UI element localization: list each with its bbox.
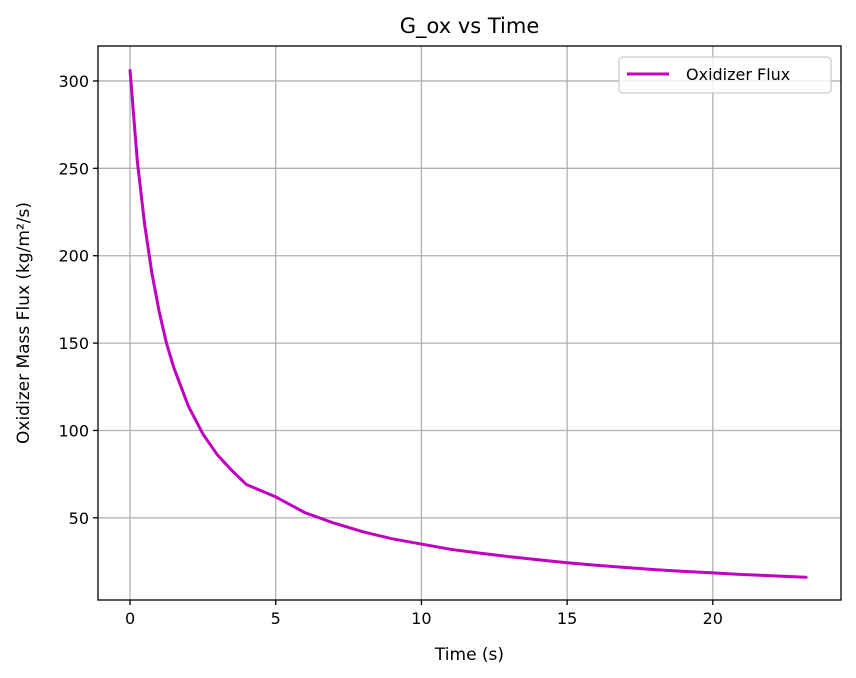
x-tick-label: 20 — [703, 609, 723, 628]
tick-layer: 0 5 10 15 20 50 100 150 200 250 300 — [58, 72, 723, 628]
y-tick-label: 50 — [69, 509, 89, 528]
legend-label-oxidizer-flux: Oxidizer Flux — [686, 65, 790, 84]
y-tick-label: 150 — [58, 334, 89, 353]
y-tick-label: 250 — [58, 159, 89, 178]
x-axis-label: Time (s) — [434, 645, 504, 665]
x-tick-label: 10 — [411, 609, 431, 628]
legend: Oxidizer Flux — [618, 56, 832, 94]
y-tick-label: 300 — [58, 72, 89, 91]
series-line-oxidizer-flux — [128, 68, 808, 579]
x-tick-label: 15 — [557, 609, 577, 628]
y-tick-label: 100 — [58, 421, 89, 440]
x-tick-label: 5 — [271, 609, 281, 628]
line-layer — [128, 68, 808, 579]
y-axis-label: Oxidizer Mass Flux (kg/m²/s) — [14, 202, 34, 444]
x-tick-label: 0 — [125, 609, 135, 628]
grid-lines — [98, 46, 841, 600]
chart-title: G_ox vs Time — [400, 14, 540, 39]
y-tick-label: 200 — [58, 247, 89, 266]
legend-box — [618, 56, 832, 94]
plot-frame — [97, 45, 842, 601]
